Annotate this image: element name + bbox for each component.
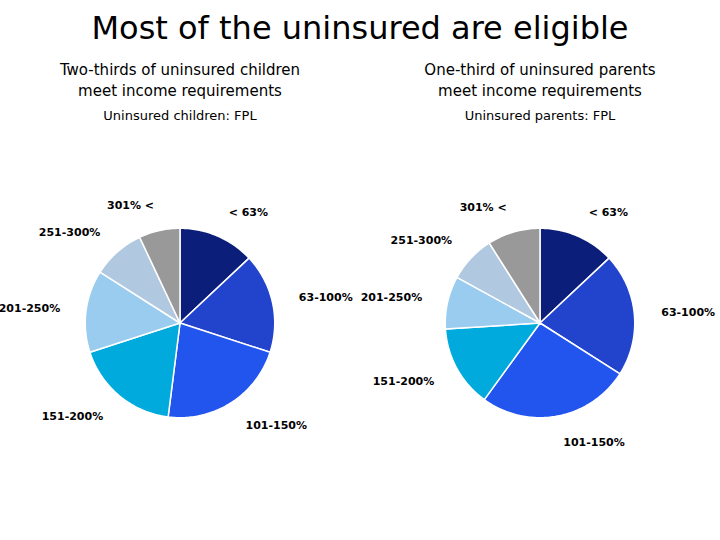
svg-text:201-250%: 201-250% — [361, 291, 423, 304]
svg-text:151-200%: 151-200% — [373, 375, 435, 388]
svg-text:251-300%: 251-300% — [39, 226, 101, 239]
html-text:Two-thirds of uninsured childr: Two-thirds of uninsured children meet in… — [59, 61, 301, 100]
html-text:One-third of uninsured parents: One-third of uninsured parents meet inco… — [424, 61, 656, 100]
svg-text:301% <: 301% < — [460, 201, 507, 214]
html-text:Uninsured parents: FPL: Uninsured parents: FPL — [464, 108, 616, 123]
svg-text:301% <: 301% < — [107, 199, 154, 212]
html-text:Uninsured children: FPL: Uninsured children: FPL — [103, 108, 257, 123]
svg-text:63-100%: 63-100% — [661, 306, 715, 319]
svg-text:151-200%: 151-200% — [42, 410, 104, 423]
svg-text:63-100%: 63-100% — [299, 291, 353, 304]
svg-text:101-150%: 101-150% — [245, 419, 307, 432]
svg-text:101-150%: 101-150% — [563, 436, 625, 449]
svg-text:< 63%: < 63% — [589, 206, 628, 219]
svg-text:< 63%: < 63% — [229, 206, 268, 219]
svg-text:251-300%: 251-300% — [391, 234, 453, 247]
svg-text:201-250%: 201-250% — [0, 302, 60, 315]
html-text:Most of the uninsured are elig: Most of the uninsured are eligible — [91, 9, 629, 47]
